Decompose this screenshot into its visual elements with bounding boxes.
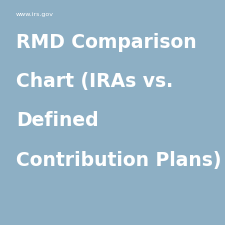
Text: Contribution Plans): Contribution Plans) [16,151,221,170]
Text: Chart (IRAs vs.: Chart (IRAs vs. [16,72,173,91]
Text: RMD Comparison: RMD Comparison [16,33,196,52]
Text: Defined: Defined [16,111,98,130]
Text: www.irs.gov: www.irs.gov [16,12,54,17]
